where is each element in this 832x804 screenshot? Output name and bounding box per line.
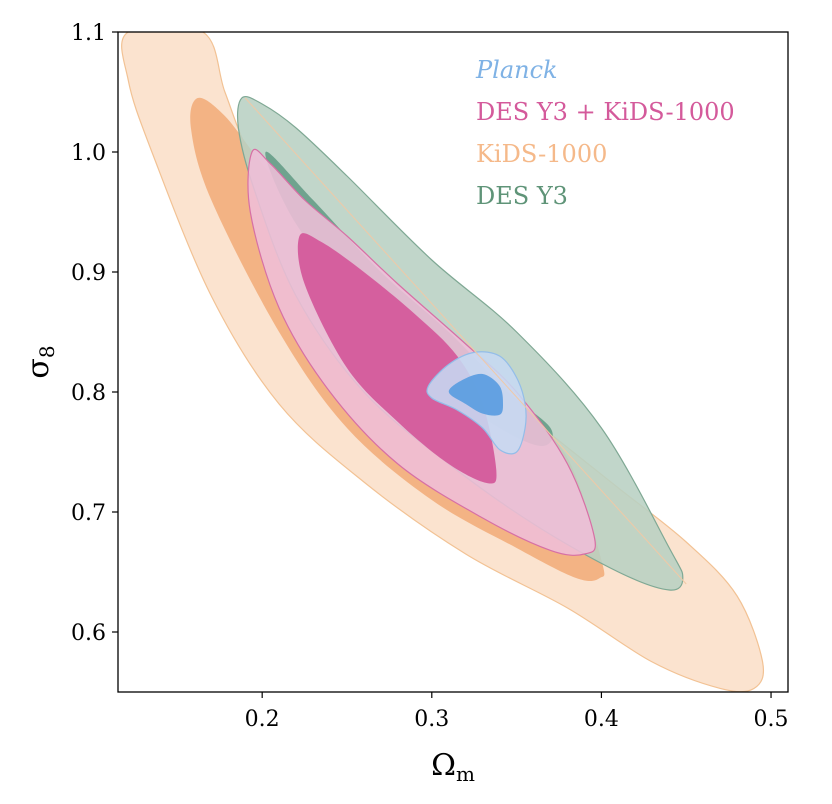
diagonal-guide-line	[244, 97, 687, 585]
x-tick-label: 0.4	[584, 707, 619, 732]
y-tick-label: 0.7	[71, 501, 106, 526]
legend-entry: DES Y3 + KiDS-1000	[476, 98, 735, 126]
y-axis-label: σ8	[21, 345, 59, 378]
legend-entry: KiDS-1000	[476, 140, 607, 168]
x-axis-ticks: 0.2 0.3 0.4 0.5	[245, 692, 789, 732]
legend-entry: Planck	[475, 56, 558, 84]
x-tick-label: 0.5	[754, 707, 789, 732]
y-tick-label: 0.8	[71, 381, 106, 406]
series-planck	[426, 351, 527, 455]
x-tick-label: 0.2	[245, 707, 280, 732]
y-tick-label: 1.1	[71, 21, 106, 46]
legend-entry: DES Y3	[476, 182, 568, 210]
contour-layer	[121, 32, 765, 692]
y-tick-label: 1.0	[71, 141, 106, 166]
legend: Planck DES Y3 + KiDS-1000 KiDS-1000 DES Y3	[475, 56, 735, 210]
des-y3-kids-1000-68-contour	[297, 233, 497, 484]
x-axis-label: Ωm	[431, 748, 475, 786]
x-tick-label: 0.3	[414, 707, 449, 732]
plot-frame	[117, 31, 789, 693]
y-axis-ticks: 0.6 0.7 0.8 0.9 1.0 1.1	[71, 21, 118, 646]
y-tick-label: 0.9	[71, 261, 106, 286]
planck-68-contour	[448, 373, 503, 416]
y-tick-label: 0.6	[71, 621, 106, 646]
